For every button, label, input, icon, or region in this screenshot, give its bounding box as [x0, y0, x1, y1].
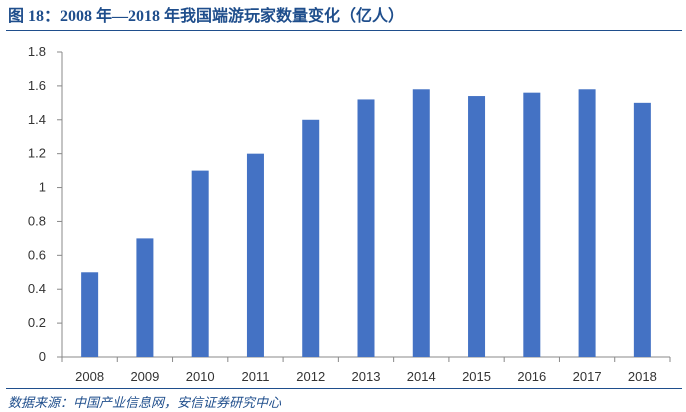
source-note: 数据来源：中国产业信息网，安信证券研究中心: [8, 395, 282, 410]
bar-2010: [191, 170, 209, 357]
x-tick-label: 2015: [462, 369, 491, 384]
bar-2016: [523, 92, 541, 358]
x-tick-label: 2013: [352, 369, 381, 384]
y-tick-label: 0.4: [28, 281, 46, 296]
y-axis: 0 0.2 0.4 0.6 0.8 1 1.2 1.4 1.6 1.8: [28, 44, 63, 364]
y-tick-label: 1.8: [28, 44, 46, 59]
x-tick-label: 2009: [130, 369, 159, 384]
bar-2018: [633, 102, 651, 357]
x-axis: 2008 2009 2010 2011 2012 2013 2014 2015 2016 2017…: [61, 356, 671, 384]
bar-2009: [136, 238, 154, 357]
y-tick-label: 0.2: [28, 315, 46, 330]
y-tick-label: 0.8: [28, 213, 46, 228]
bar-2014: [412, 89, 430, 358]
bar-2015: [468, 96, 486, 358]
bar-2017: [578, 89, 596, 358]
bar-2008: [81, 272, 99, 357]
figure-title: 图 18：2008 年—2018 年我国端游玩家数量变化（亿人）: [8, 8, 405, 25]
y-tick-label: 1.2: [28, 146, 46, 161]
x-tick-label: 2018: [628, 369, 657, 384]
x-tick-label: 2012: [296, 369, 325, 384]
bars: [81, 89, 651, 358]
x-tick-label: 2016: [517, 369, 546, 384]
y-tick-label: 0: [39, 349, 46, 364]
y-tick-label: 1.4: [28, 112, 46, 127]
x-tick-label: 2017: [573, 369, 602, 384]
y-tick-label: 1: [39, 180, 46, 195]
bar-2011: [246, 153, 264, 357]
footer-divider: [6, 388, 682, 389]
bar-2012: [302, 119, 320, 358]
y-tick-label: 1.6: [28, 78, 46, 93]
bar-2013: [357, 99, 375, 357]
x-tick-label: 2008: [75, 369, 104, 384]
x-tick-label: 2010: [186, 369, 215, 384]
title-divider: [6, 30, 682, 31]
y-tick-label: 0.6: [28, 247, 46, 262]
x-tick-label: 2014: [407, 369, 436, 384]
x-tick-label: 2011: [241, 369, 269, 384]
